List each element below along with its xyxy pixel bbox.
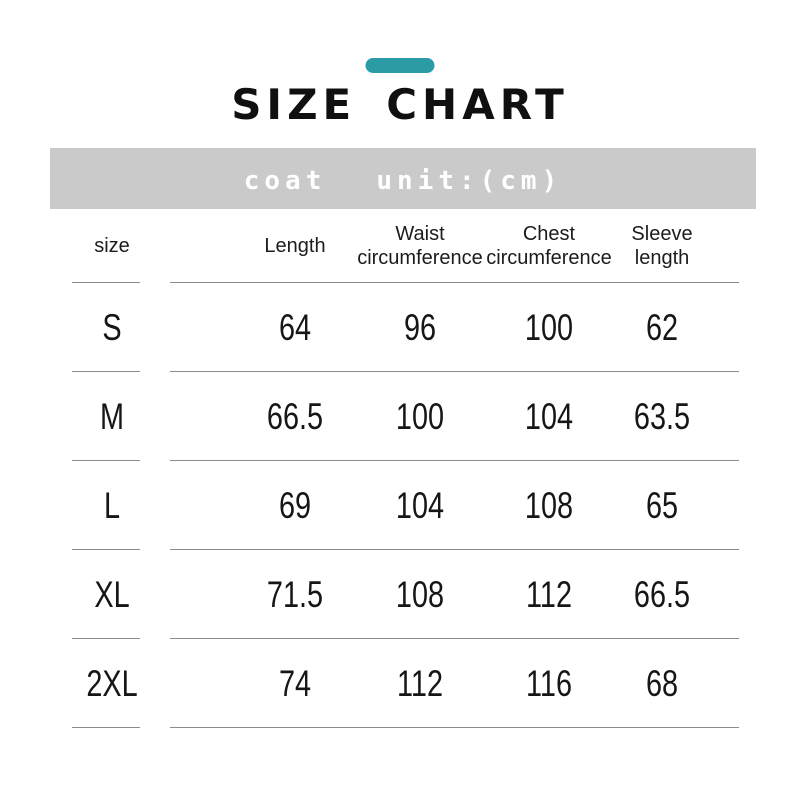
cell-chest: 112 — [525, 573, 573, 615]
title-word-chart: CHART — [386, 80, 569, 129]
cell-size: L — [103, 484, 121, 526]
cell-chest: 116 — [525, 662, 573, 704]
header-line: Chest — [522, 223, 576, 245]
cell-size: XL — [94, 573, 130, 615]
table-row-m: M 66.5 100 104 63.5 — [72, 372, 739, 461]
header-line: length — [634, 247, 690, 269]
row-divider-short — [72, 460, 140, 461]
cell-waist: 112 — [396, 662, 444, 704]
cell-length: 66.5 — [266, 395, 324, 437]
header-line: Waist — [395, 223, 445, 245]
size-table: size Length Waist circumference Chest ci… — [72, 209, 739, 728]
cell-size: M — [99, 395, 125, 437]
title-word-size: SIZE — [231, 80, 357, 129]
table-row-2xl: 2XL 74 112 116 68 — [72, 639, 739, 728]
header-line: circumference — [357, 247, 483, 269]
cell-sleeve: 63.5 — [633, 395, 691, 437]
row-divider-short — [72, 727, 140, 728]
table-row-xl: XL 71.5 108 112 66.5 — [72, 550, 739, 639]
cell-chest: 104 — [524, 395, 574, 437]
table-row-s: S 64 96 100 62 — [72, 283, 739, 372]
table-row-l: L 69 104 108 65 — [72, 461, 739, 550]
cell-sleeve: 65 — [645, 484, 679, 526]
row-divider-short — [72, 638, 140, 639]
table-header-row: size Length Waist circumference Chest ci… — [72, 209, 739, 283]
col-header-size: size — [94, 234, 130, 258]
col-header-waist: Waist circumference — [357, 222, 483, 270]
cell-waist: 108 — [395, 573, 445, 615]
row-divider-short — [72, 371, 140, 372]
cell-chest: 108 — [524, 484, 574, 526]
cell-size: 2XL — [86, 662, 138, 704]
cell-waist: 96 — [403, 306, 437, 348]
row-divider-long — [170, 549, 739, 550]
banner-product-label: coat — [243, 165, 327, 196]
cell-size: S — [102, 306, 122, 348]
product-unit-banner: coat unit:(cm) — [50, 148, 756, 209]
row-divider-long — [170, 282, 739, 283]
banner-unit-label: unit:(cm) — [376, 165, 563, 196]
row-divider-short — [72, 282, 140, 283]
cell-sleeve: 66.5 — [633, 573, 691, 615]
title-accent-bar — [365, 58, 435, 73]
header-line: Sleeve — [631, 223, 693, 245]
row-divider-short — [72, 549, 140, 550]
page-title: SIZE CHART — [0, 84, 800, 126]
cell-waist: 104 — [395, 484, 445, 526]
row-divider-long — [170, 460, 739, 461]
cell-length: 64 — [278, 306, 312, 348]
header-line: size — [94, 235, 130, 257]
cell-waist: 100 — [395, 395, 445, 437]
header-line: circumference — [486, 247, 612, 269]
col-header-length: Length — [264, 234, 325, 258]
cell-length: 74 — [278, 662, 312, 704]
row-divider-long — [170, 371, 739, 372]
col-header-chest: Chest circumference — [486, 222, 612, 270]
cell-sleeve: 62 — [645, 306, 679, 348]
cell-length: 71.5 — [266, 573, 324, 615]
header-line: Length — [264, 235, 326, 257]
cell-length: 69 — [278, 484, 312, 526]
cell-sleeve: 68 — [645, 662, 679, 704]
col-header-sleeve: Sleeve length — [631, 222, 692, 270]
row-divider-long — [170, 638, 739, 639]
row-divider-long — [170, 727, 739, 728]
cell-chest: 100 — [524, 306, 574, 348]
